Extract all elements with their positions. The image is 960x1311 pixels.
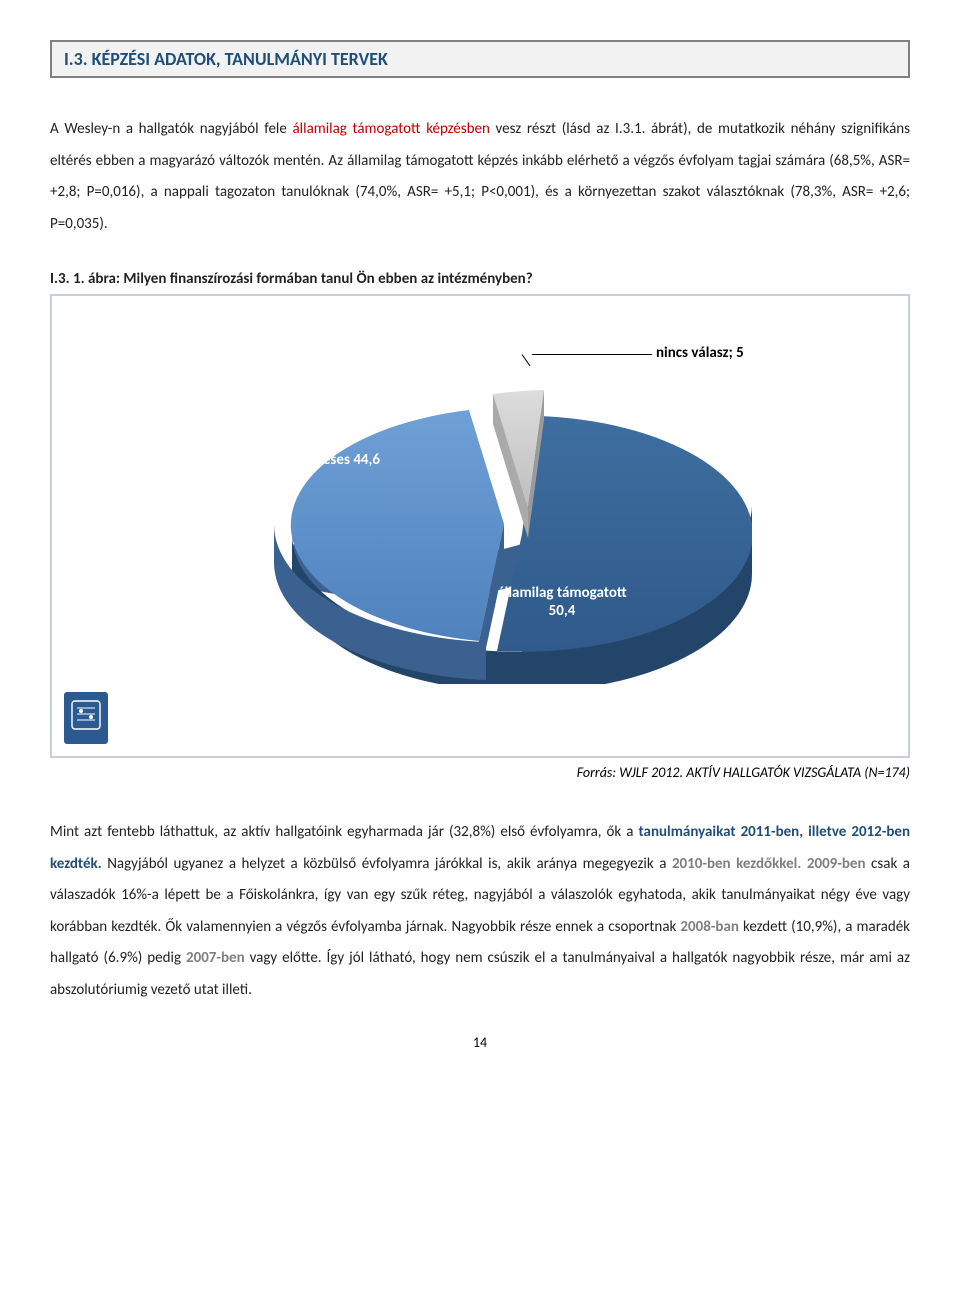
leader-line <box>522 354 531 366</box>
section-header: I.3. KÉPZÉSI ADATOK, TANULMÁNYI TERVEK <box>50 40 910 78</box>
text: A Wesley-n a hallgatók nagyjából fele <box>50 120 293 138</box>
chart-source: Forrás: WJLF 2012. AKTÍV HALLGATÓK VIZSG… <box>50 764 910 781</box>
highlight-grey: 2008-ban <box>680 918 739 936</box>
paragraph-1: A Wesley-n a hallgatók nagyjából fele ál… <box>50 114 910 240</box>
highlight-red: államilag támogatott képzésben <box>293 120 490 138</box>
highlight-grey: 2010-ben kezdőkkel. <box>672 855 801 873</box>
highlight-grey: 2009-ben <box>807 855 866 873</box>
logo-icon <box>64 692 108 744</box>
leader-line <box>532 354 652 355</box>
highlight-grey: 2007-ben <box>186 949 245 967</box>
page-number: 14 <box>50 1034 910 1051</box>
pie-label-nincs-valasz: nincs válasz; 5 <box>656 344 744 362</box>
text: Mint azt fentebb láthattuk, az aktív hal… <box>50 823 638 841</box>
pie-chart-container: nincs válasz; 5 <box>50 294 910 758</box>
text: Nagyjából ugyanez a helyzet a közbülső é… <box>102 855 672 873</box>
figure-caption: I.3. 1. ábra: Milyen finanszírozási form… <box>50 270 910 288</box>
pie-3d-top <box>232 384 752 684</box>
pie-chart <box>232 384 752 684</box>
paragraph-2: Mint azt fentebb láthattuk, az aktív hal… <box>50 817 910 1006</box>
